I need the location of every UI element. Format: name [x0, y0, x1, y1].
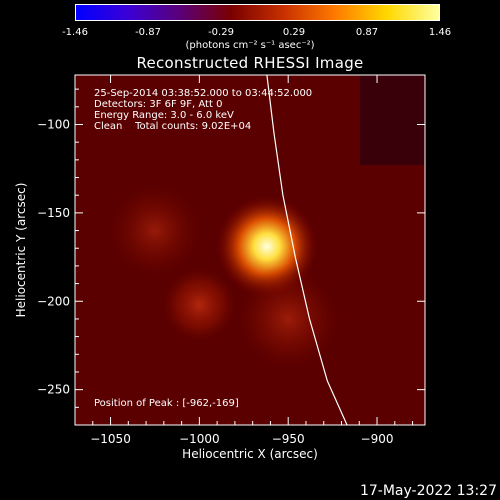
- source-blob: [233, 264, 343, 374]
- annotation-detectors: Detectors: 3F 6F 9F, Att 0: [94, 99, 223, 110]
- colorbar-tick: -0.29: [208, 27, 234, 38]
- y-axis: −250 −200 −150 −100: [37, 88, 425, 408]
- chart-title: Reconstructed RHESSI Image: [136, 54, 364, 72]
- y-tick-label: −100: [37, 117, 70, 131]
- y-tick-label: −250: [37, 383, 70, 397]
- image-sources: [104, 179, 343, 374]
- source-blob: [160, 265, 239, 344]
- upper-right-dark-corner: [360, 75, 425, 165]
- y-tick-label: −200: [37, 294, 70, 308]
- colorbar-tick: -0.87: [135, 27, 161, 38]
- x-axis: −1050 −1000 −950 −900: [90, 75, 414, 446]
- colorbar-tick: 1.46: [428, 27, 452, 38]
- source-blob: [104, 179, 206, 282]
- colorbar-unit-label: (photons cm⁻² s⁻¹ asec⁻²): [185, 40, 315, 51]
- colorbar: [75, 4, 440, 21]
- y-axis-label: Heliocentric Y (arcsec): [14, 183, 28, 318]
- plot-frame: [74, 74, 426, 426]
- annotation-peak-position: Position of Peak : [-962,-169]: [94, 398, 239, 409]
- x-tick-label: −1000: [179, 432, 220, 446]
- x-tick-label: −1050: [90, 432, 131, 446]
- y-tick-label: −150: [37, 206, 70, 220]
- x-tick-label: −900: [361, 432, 394, 446]
- annotation-time-range: 25-Sep-2014 03:38:52.000 to 03:44:52.000: [94, 88, 313, 99]
- footer-date: 17-May-2022 13:27: [359, 483, 497, 499]
- colorbar-tick: -1.46: [62, 27, 88, 38]
- colorbar-tick: 0.87: [355, 27, 379, 38]
- solar-limb-curve: [266, 75, 348, 425]
- annotation-energy-range: Energy Range: 3.0 - 6.0 keV: [94, 110, 234, 121]
- x-tick-label: −950: [272, 432, 305, 446]
- annotation-clean: Clean Total counts: 9.02E+04: [94, 121, 252, 132]
- x-axis-label: Heliocentric X (arcsec): [182, 447, 318, 461]
- colorbar-tick: 0.29: [282, 27, 306, 38]
